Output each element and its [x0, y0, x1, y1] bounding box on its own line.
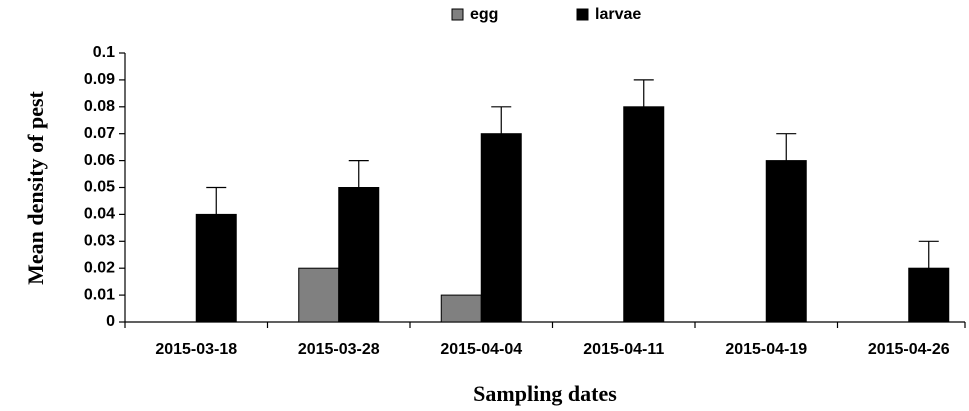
y-tick-label: 0: [106, 313, 115, 330]
legend-swatch: [451, 8, 464, 21]
error-bar: [776, 133, 797, 161]
y-tick-label: 0.1: [93, 44, 115, 61]
y-axis-label: Mean density of pest: [23, 90, 48, 284]
y-tick-label: 0.08: [84, 98, 115, 115]
bar: [298, 267, 340, 323]
y-tick-label: 0.09: [84, 71, 115, 88]
y-tick-label: 0.05: [84, 179, 115, 196]
x-tick-label: 2015-03-28: [298, 341, 380, 358]
error-bar: [918, 240, 939, 269]
bar: [908, 267, 950, 323]
bar: [623, 106, 665, 323]
y-tick-label: 0.07: [84, 125, 115, 142]
x-axis-label: Sampling dates: [473, 381, 617, 406]
bar: [440, 294, 482, 323]
bar: [338, 187, 380, 323]
error-bar: [206, 186, 227, 215]
error-bar: [348, 160, 369, 188]
y-tick-label: 0.01: [84, 286, 115, 303]
bar: [480, 133, 522, 323]
y-tick-label: 0.06: [84, 152, 115, 169]
y-tick-label: 0.04: [84, 206, 115, 223]
legend-swatch: [576, 8, 589, 21]
y-tick-label: 0.03: [84, 233, 115, 250]
x-tick-label: 2015-04-11: [583, 341, 664, 358]
bar: [765, 160, 807, 323]
x-tick-label: 2015-04-26: [868, 341, 950, 358]
legend-label: egg: [470, 6, 498, 23]
bar: [195, 213, 237, 323]
y-tick-label: 0.02: [84, 259, 115, 276]
x-tick-label: 2015-04-04: [440, 341, 522, 358]
error-bar: [491, 106, 512, 134]
x-tick-label: 2015-04-19: [725, 341, 807, 358]
error-bar: [633, 79, 654, 107]
x-tick-label: 2015-03-18: [155, 341, 237, 358]
legend-label: larvae: [595, 6, 641, 23]
